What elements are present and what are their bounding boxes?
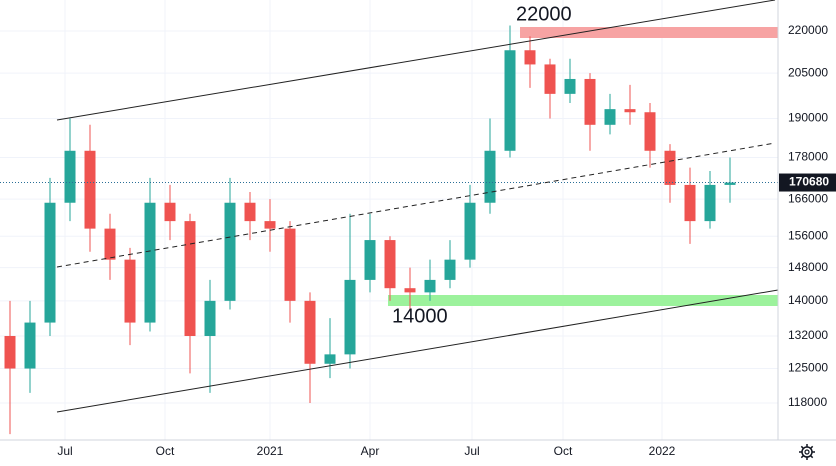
settings-icon[interactable] — [799, 444, 815, 460]
candle-body — [404, 288, 416, 293]
candle-body — [24, 322, 36, 369]
y-tick-label: 220000 — [788, 23, 828, 37]
annotation: 22000 — [516, 3, 572, 25]
channel-mid — [56, 142, 776, 268]
candle-body — [104, 228, 116, 260]
y-tick-label: 132000 — [788, 328, 828, 342]
candle-body — [604, 109, 616, 125]
grid — [0, 0, 778, 440]
channel-upper — [56, 0, 776, 121]
y-tick-label: 166000 — [788, 191, 828, 205]
candle-body — [444, 259, 456, 280]
candle-body — [664, 150, 676, 185]
annotation: 14000 — [392, 305, 448, 327]
candle-body — [124, 259, 136, 323]
candle-body — [164, 202, 176, 222]
axes: 118000 125000 132000 140000 148000 156000 1660… — [57, 23, 836, 458]
y-tick-label: 140000 — [788, 293, 828, 307]
candle-body — [284, 228, 296, 301]
last-price-label: 170680 — [789, 175, 829, 189]
channel-lower — [56, 289, 779, 413]
candle-body — [704, 184, 716, 222]
candle-body — [324, 354, 336, 364]
candle-body — [84, 150, 96, 229]
candle-body — [4, 335, 16, 369]
y-tick-label: 156000 — [788, 228, 828, 242]
x-tick-label: Apr — [361, 444, 380, 458]
last-price-box — [779, 173, 836, 192]
candle-body — [684, 184, 696, 222]
candle-body — [304, 300, 316, 364]
support-zone — [388, 295, 778, 306]
candle-body — [144, 202, 156, 323]
candle-body — [464, 202, 476, 260]
y-tick-label: 190000 — [788, 111, 828, 125]
resistance-zone — [520, 27, 778, 38]
candle-body — [724, 182, 736, 185]
x-tick-label: Jul — [464, 444, 479, 458]
y-tick-label: 118000 — [788, 395, 827, 409]
y-tick-label: 178000 — [788, 150, 828, 164]
candle-body — [224, 202, 236, 301]
candle-body — [484, 150, 496, 203]
x-tick-label: Oct — [156, 444, 175, 458]
y-tick-label: 148000 — [788, 260, 828, 274]
candle-body — [64, 150, 76, 203]
x-tick-label: Jul — [57, 444, 72, 458]
x-tick-label: Oct — [554, 444, 573, 458]
candle-body — [204, 300, 216, 336]
y-tick-label: 205000 — [788, 65, 828, 79]
x-tick-label: 2022 — [649, 444, 676, 458]
candle-body — [184, 221, 196, 336]
candle-body — [504, 50, 516, 151]
candles — [0, 25, 778, 435]
candle-body — [244, 202, 256, 222]
candle-body — [584, 78, 596, 125]
y-tick-label: 125000 — [788, 361, 828, 375]
candle-body — [364, 240, 376, 280]
candle-body — [264, 221, 276, 229]
candle-body — [644, 112, 656, 151]
x-tick-label: 2021 — [257, 444, 284, 458]
candle-body — [424, 279, 436, 293]
candle-body — [344, 279, 356, 355]
candle-body — [384, 240, 396, 289]
candle-body — [624, 109, 636, 113]
candle-body — [524, 50, 536, 65]
candle-body — [564, 78, 576, 94]
candle-body — [544, 64, 556, 94]
candle-body — [44, 202, 56, 323]
